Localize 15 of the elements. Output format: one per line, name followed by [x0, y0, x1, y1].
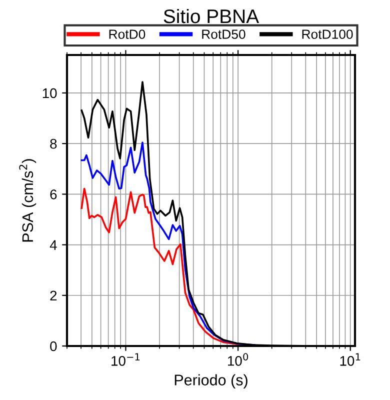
y-tick-label: 8	[50, 138, 57, 149]
y-tick-label: 4	[50, 240, 57, 250]
y-tick-label: 10	[42, 88, 57, 98]
legend-label: RotD0	[109, 30, 146, 39]
x-axis-title: Periodo (s)	[174, 374, 248, 388]
y-tick-label: 6	[50, 190, 57, 200]
chart-title: Sitio PBNA	[164, 8, 260, 24]
x-tick-label: 10$^{1}$	[340, 353, 360, 366]
legend-label: RotD100	[302, 30, 353, 39]
legend-label: RotD50	[202, 30, 246, 39]
x-tick-label: 10$^{−1}$	[112, 353, 140, 366]
y-axis-title: PSA (cm/s$^{2}$)	[19, 159, 36, 242]
x-tick-label: 10$^{0}$	[228, 353, 248, 366]
y-tick-label: 0	[50, 341, 57, 352]
y-tick-label: 2	[50, 290, 57, 300]
